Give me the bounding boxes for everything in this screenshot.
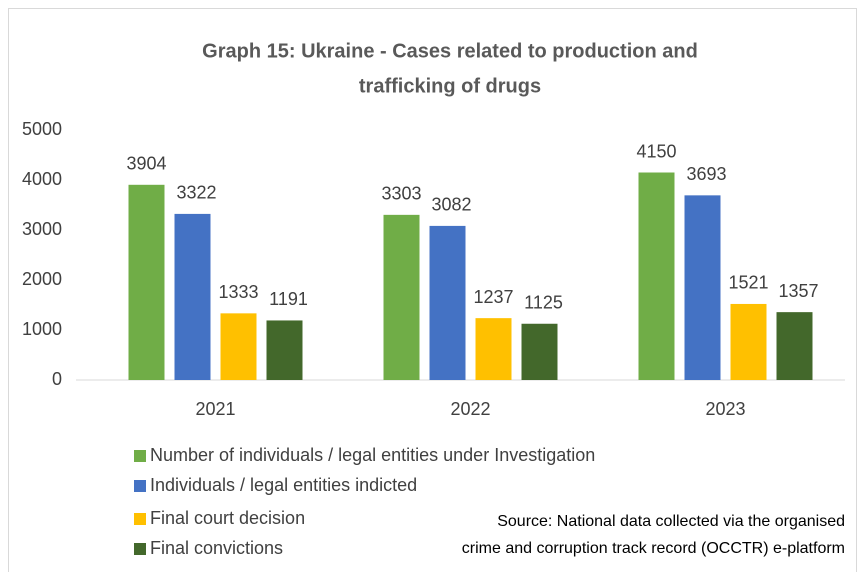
legend-label: Individuals / legal entities indicted — [150, 475, 417, 495]
bar — [638, 172, 675, 380]
data-label: 1333 — [218, 282, 258, 302]
legend-swatch — [134, 513, 146, 525]
bar — [266, 320, 303, 380]
bar — [521, 323, 558, 380]
bar — [128, 184, 165, 380]
bar — [475, 318, 512, 380]
bar — [730, 303, 767, 380]
source-note: crime and corruption track record (OCCTR… — [462, 540, 845, 557]
bar — [429, 225, 466, 380]
bar — [776, 312, 813, 380]
legend-swatch — [134, 543, 146, 555]
bar — [220, 313, 257, 380]
legend-label: Number of individuals / legal entities u… — [150, 445, 595, 465]
y-tick-label: 0 — [52, 369, 62, 389]
y-tick-label: 4000 — [22, 169, 62, 189]
data-label: 4150 — [636, 141, 676, 161]
data-label: 1521 — [728, 273, 768, 293]
legend-label: Final court decision — [150, 508, 305, 528]
x-tick-label: 2022 — [450, 399, 490, 419]
bar — [383, 214, 420, 380]
data-label: 3904 — [126, 154, 166, 174]
legend-label: Final convictions — [150, 538, 283, 558]
y-tick-label: 3000 — [22, 219, 62, 239]
data-label: 3322 — [176, 183, 216, 203]
chart-title: trafficking of drugs — [359, 75, 541, 97]
bar — [174, 213, 211, 380]
data-label: 1357 — [778, 281, 818, 301]
data-label: 3303 — [381, 184, 421, 204]
y-tick-label: 2000 — [22, 269, 62, 289]
x-tick-label: 2021 — [195, 399, 235, 419]
bar — [684, 195, 721, 380]
y-tick-label: 5000 — [22, 119, 62, 139]
data-label: 3082 — [431, 195, 471, 215]
legend-swatch — [134, 450, 146, 462]
data-label: 1191 — [269, 289, 308, 309]
data-label: 3693 — [686, 164, 726, 184]
data-label: 1125 — [524, 293, 563, 313]
y-tick-label: 1000 — [22, 319, 62, 339]
x-tick-label: 2023 — [705, 399, 745, 419]
chart-title: Graph 15: Ukraine - Cases related to pro… — [202, 40, 698, 62]
data-label: 1237 — [473, 287, 513, 307]
legend-swatch — [134, 480, 146, 492]
source-note: Source: National data collected via the … — [497, 513, 845, 530]
